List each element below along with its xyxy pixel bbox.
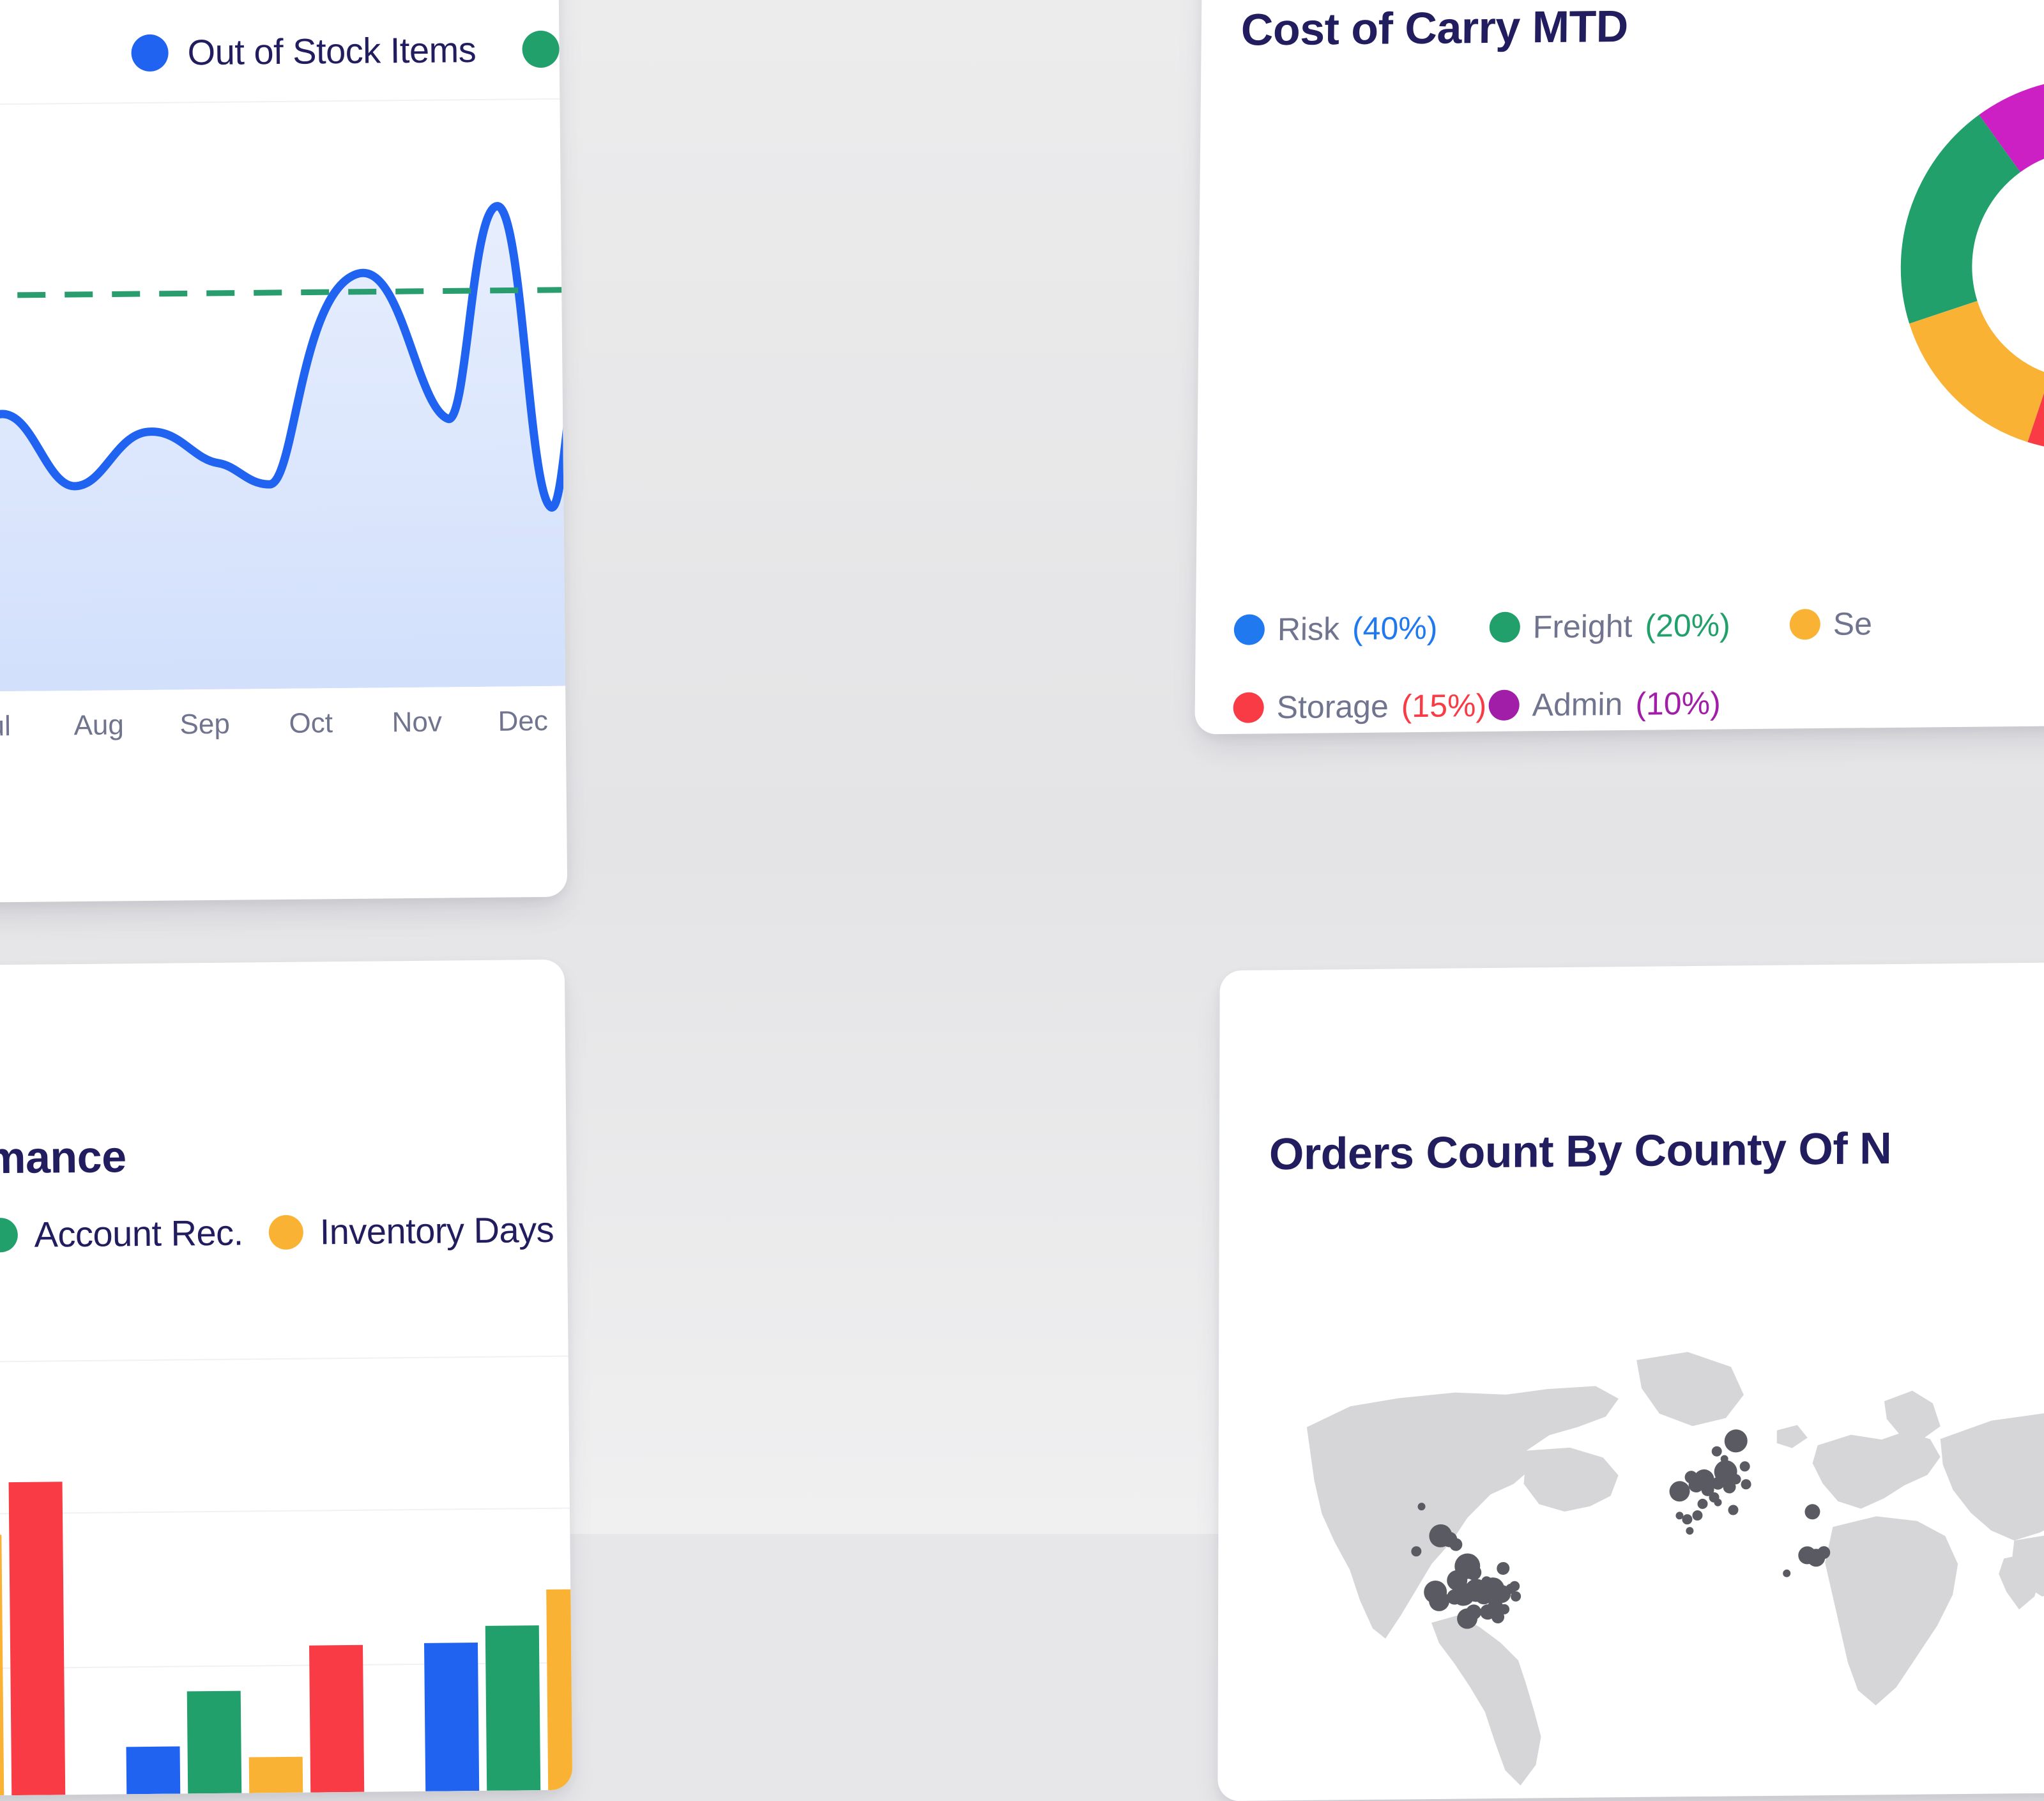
stock-chart-legend: Out of Stock Items Target [131, 27, 567, 73]
financial-performance-card: ancial Performance ash Cycle Time Accoun… [0, 960, 572, 1798]
legend-dot-icon [131, 34, 169, 72]
legend-item-storage[interactable]: Storage (15%) [1233, 687, 1489, 726]
page-title: Cost of Carry MTD [1240, 1, 1628, 56]
page-title: ancial Performance [0, 1131, 126, 1186]
bar-payable-days[interactable] [309, 1645, 364, 1793]
area-chart-plot[interactable] [0, 98, 565, 694]
bar-group[interactable] [422, 1354, 573, 1791]
legend-item-admin[interactable]: Admin (10%) [1488, 684, 1789, 724]
x-tick-label: Aug [45, 709, 151, 742]
x-tick-label: Nov [363, 706, 469, 739]
legend-dot-icon [1790, 609, 1820, 640]
orders-count-map-card: Orders Count By County Of N [1217, 962, 2044, 1801]
legend-item-account-rec[interactable]: Account Rec. [0, 1212, 243, 1256]
x-axis: Jul Aug Sep Oct Nov Dec [0, 705, 567, 743]
legend-dot-icon [1234, 614, 1265, 645]
bar-chart-plot[interactable] [0, 1356, 572, 1798]
legend-item-inventory-days[interactable]: Inventory Days [268, 1209, 554, 1253]
bar-payable-days[interactable] [9, 1482, 66, 1795]
legend-label: Risk [1278, 610, 1340, 648]
legend-label: Se [1833, 605, 1873, 643]
x-tick-label: Dec [469, 705, 567, 739]
legend-dot-icon [1488, 690, 1519, 721]
legend-percent: (40%) [1352, 609, 1438, 647]
legend-dot-icon [522, 30, 560, 68]
bar-inventory-days[interactable] [249, 1757, 303, 1793]
legend-label: Freight [1533, 608, 1633, 646]
legend-label: Storage [1276, 687, 1389, 726]
legend-percent: (15%) [1401, 687, 1487, 724]
x-tick-label: Oct [257, 707, 363, 740]
legend-dot-icon [1490, 612, 1520, 643]
page-title: Orders Count By County Of N [1269, 1123, 1891, 1179]
bar-cash-cycle-time[interactable] [126, 1747, 181, 1795]
bar-account-rec[interactable] [187, 1691, 242, 1794]
out-of-stock-card: Out of Stock Items Target [0, 0, 567, 905]
bar-account-rec[interactable] [485, 1625, 540, 1791]
legend-percent: (10%) [1635, 684, 1721, 722]
x-tick-label: Sep [151, 708, 257, 741]
bar-group[interactable] [123, 1358, 365, 1795]
legend-label: Inventory Days [319, 1209, 554, 1253]
x-tick-label: Jul [0, 710, 46, 744]
bar-groups [0, 1356, 572, 1798]
dashboard-background: Out of Stock Items Target [0, 0, 2044, 1534]
world-bubble-map[interactable] [1275, 1319, 2044, 1801]
world-landmasses [1306, 1347, 2044, 1788]
legend-label: Admin [1532, 686, 1622, 723]
legend-item-freight[interactable]: Freight (20%) [1490, 606, 1790, 646]
donut-chart[interactable] [1887, 65, 2044, 464]
legend-dot-icon [268, 1215, 303, 1250]
legend-label: Account Rec. [34, 1212, 243, 1255]
donut-legend: Risk (40%) Freight (20%) Se Storage (15%… [1233, 602, 2044, 726]
cost-of-carry-card: Cost of Carry MTD 1 [1194, 0, 2044, 734]
bar-inventory-days[interactable] [0, 1535, 4, 1796]
legend-percent: (20%) [1645, 606, 1730, 644]
legend-dot-icon [1233, 692, 1263, 723]
legend-item-service[interactable]: Se [1790, 604, 2044, 643]
legend-item-risk[interactable]: Risk (40%) [1234, 609, 1490, 648]
legend-item-out-of-stock[interactable]: Out of Stock Items [131, 29, 476, 73]
financial-legend-row-1: ash Cycle Time Account Rec. Inventory Da… [0, 1209, 554, 1259]
bar-group[interactable] [0, 1360, 65, 1797]
bar-cash-cycle-time[interactable] [424, 1643, 479, 1791]
bar-inventory-days[interactable] [546, 1589, 572, 1790]
legend-dot-icon [0, 1217, 18, 1252]
legend-item-target[interactable]: Target [522, 27, 567, 70]
legend-label: Out of Stock Items [187, 29, 476, 73]
